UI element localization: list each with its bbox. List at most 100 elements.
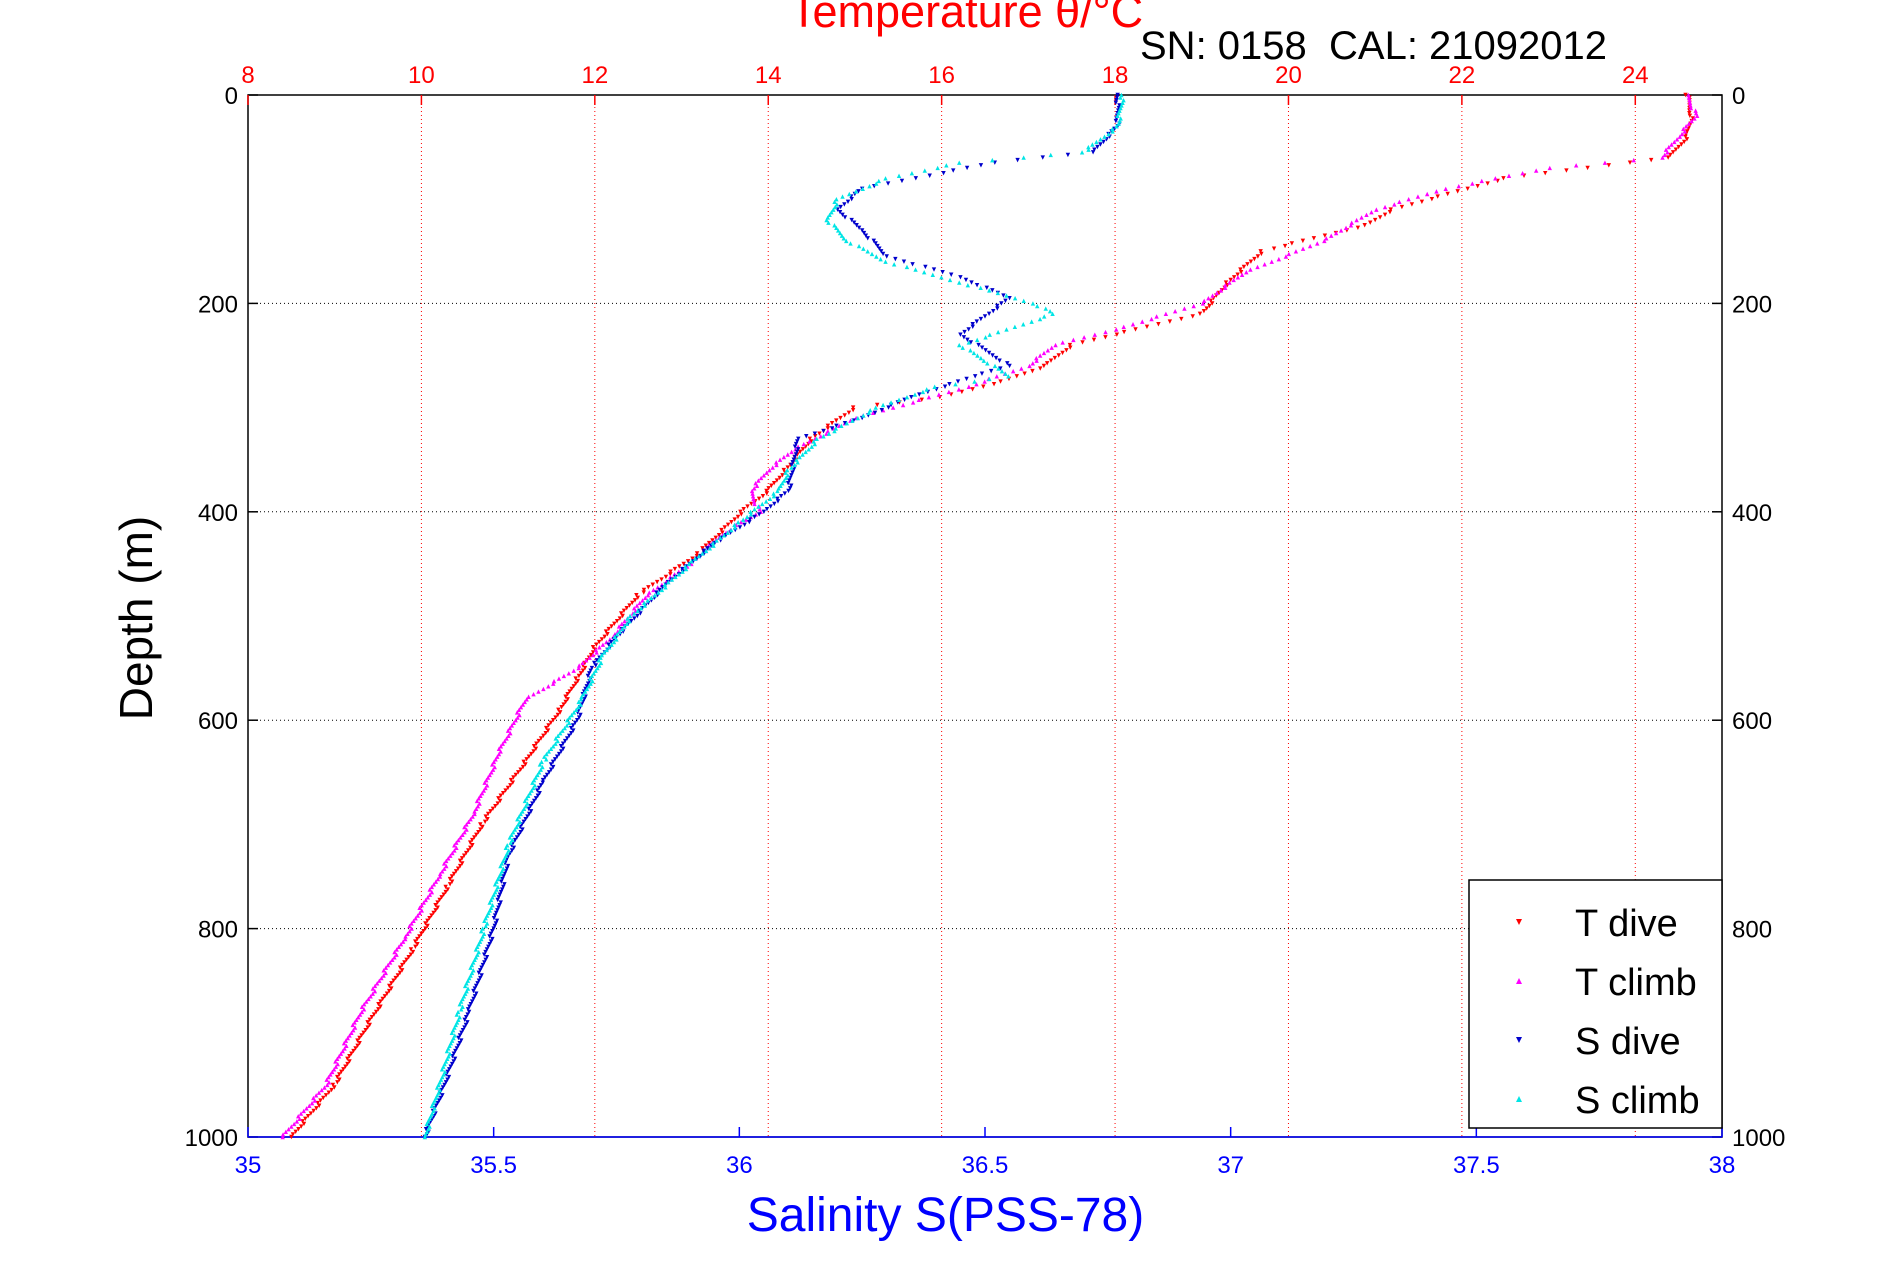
data-point bbox=[587, 671, 592, 676]
data-point bbox=[680, 569, 685, 574]
data-point bbox=[1682, 129, 1687, 134]
data-point bbox=[827, 212, 832, 218]
data-point bbox=[782, 491, 787, 496]
data-point bbox=[497, 892, 503, 897]
data-point bbox=[439, 1067, 445, 1072]
data-point bbox=[479, 790, 485, 796]
data-point bbox=[651, 587, 656, 593]
data-point bbox=[650, 582, 655, 587]
data-point bbox=[735, 520, 741, 525]
depth-tick-label-right: 800 bbox=[1732, 917, 1772, 944]
data-point bbox=[1040, 155, 1045, 160]
data-point bbox=[551, 718, 556, 723]
depth-tick-label-left: 200 bbox=[198, 291, 238, 318]
calibration-date: CAL: 21092012 bbox=[1329, 24, 1608, 68]
legend-marker bbox=[1516, 919, 1522, 925]
data-point bbox=[421, 900, 426, 905]
data-point bbox=[725, 522, 731, 528]
data-point bbox=[635, 595, 641, 600]
depth-tick-label-right: 1000 bbox=[1732, 1125, 1785, 1152]
data-point bbox=[465, 1007, 471, 1012]
depth-tick-label-left: 800 bbox=[198, 917, 238, 944]
data-point bbox=[751, 496, 756, 501]
data-point bbox=[725, 530, 730, 535]
data-point bbox=[483, 785, 488, 791]
data-point bbox=[878, 256, 883, 262]
data-point bbox=[991, 309, 996, 314]
data-point bbox=[839, 423, 844, 429]
data-point bbox=[940, 269, 945, 275]
data-point bbox=[791, 457, 796, 462]
data-point bbox=[542, 754, 547, 759]
data-point bbox=[570, 723, 576, 728]
data-point bbox=[994, 374, 1000, 379]
data-point bbox=[555, 738, 560, 744]
data-point bbox=[1080, 340, 1085, 345]
data-point bbox=[337, 1077, 342, 1082]
data-point bbox=[488, 809, 493, 814]
data-point bbox=[1114, 95, 1120, 100]
data-point bbox=[995, 303, 1000, 309]
data-point bbox=[849, 217, 854, 223]
data-point bbox=[377, 978, 382, 983]
data-point bbox=[1673, 147, 1679, 152]
data-point bbox=[503, 788, 508, 793]
data-point bbox=[560, 741, 566, 746]
data-point bbox=[1238, 267, 1243, 272]
data-point bbox=[974, 337, 980, 343]
data-point bbox=[326, 1090, 332, 1095]
data-point bbox=[625, 616, 630, 621]
data-point bbox=[305, 1113, 311, 1119]
data-point bbox=[544, 751, 549, 757]
data-point bbox=[514, 835, 520, 840]
data-point bbox=[1694, 113, 1700, 119]
temperature-tick-label: 14 bbox=[755, 62, 782, 89]
data-point bbox=[1676, 144, 1681, 150]
data-point bbox=[316, 1103, 322, 1108]
data-point bbox=[780, 480, 785, 486]
data-point bbox=[1307, 243, 1313, 249]
data-point bbox=[596, 658, 601, 663]
data-point bbox=[350, 1022, 355, 1028]
data-point bbox=[764, 470, 769, 475]
legend-label: S dive bbox=[1575, 1021, 1681, 1063]
data-point bbox=[1118, 95, 1123, 100]
data-point bbox=[560, 728, 565, 733]
data-point bbox=[957, 160, 962, 165]
data-point bbox=[983, 348, 988, 353]
data-point bbox=[1223, 282, 1228, 288]
data-point bbox=[1434, 189, 1439, 194]
data-point bbox=[587, 676, 593, 681]
serial-calibration-label: SN: 0158 CAL: 21092012 bbox=[1140, 24, 1607, 69]
data-point bbox=[479, 929, 484, 934]
data-point bbox=[1113, 118, 1119, 124]
data-point bbox=[772, 501, 777, 507]
data-point bbox=[927, 173, 932, 178]
data-point bbox=[1235, 272, 1240, 277]
data-point bbox=[500, 741, 505, 746]
data-point bbox=[900, 402, 906, 408]
data-point bbox=[617, 616, 623, 621]
data-point bbox=[1666, 144, 1671, 150]
data-point bbox=[1686, 95, 1692, 100]
data-point bbox=[997, 358, 1002, 363]
data-point bbox=[499, 879, 504, 884]
data-point bbox=[520, 702, 526, 707]
data-point bbox=[394, 947, 399, 952]
data-point bbox=[738, 509, 743, 514]
data-point bbox=[600, 642, 606, 647]
data-point bbox=[419, 902, 424, 908]
data-point bbox=[393, 975, 398, 981]
data-point bbox=[657, 587, 662, 593]
data-point bbox=[290, 1132, 296, 1137]
data-point bbox=[1348, 223, 1354, 228]
data-point bbox=[460, 861, 465, 866]
data-point bbox=[617, 629, 622, 634]
data-point bbox=[454, 840, 459, 845]
data-point bbox=[369, 1014, 375, 1020]
data-point bbox=[1179, 316, 1184, 322]
data-point bbox=[668, 572, 673, 577]
data-point bbox=[756, 504, 761, 509]
data-point bbox=[700, 546, 705, 551]
data-point bbox=[454, 845, 459, 851]
